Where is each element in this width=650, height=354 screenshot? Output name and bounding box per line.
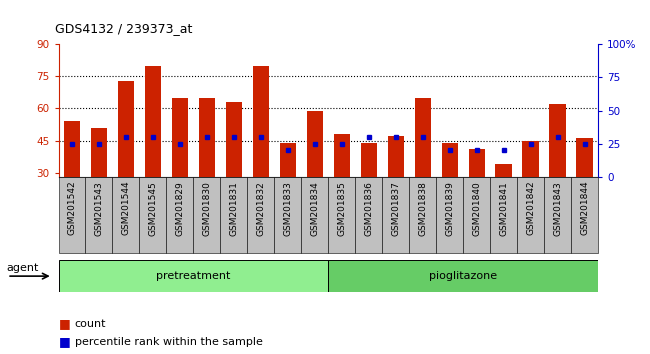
Text: ■: ■: [58, 335, 70, 348]
Bar: [549, 104, 566, 177]
Text: GSM201829: GSM201829: [176, 181, 185, 235]
Text: GSM201545: GSM201545: [148, 181, 157, 235]
Text: GDS4132 / 239373_at: GDS4132 / 239373_at: [55, 22, 192, 35]
FancyBboxPatch shape: [544, 177, 571, 253]
FancyBboxPatch shape: [112, 177, 140, 253]
FancyBboxPatch shape: [382, 177, 410, 253]
Bar: [361, 143, 377, 177]
Text: GSM201832: GSM201832: [256, 181, 265, 235]
Text: GSM201844: GSM201844: [580, 181, 589, 235]
Text: GSM201841: GSM201841: [499, 181, 508, 235]
Bar: [523, 141, 539, 177]
FancyBboxPatch shape: [328, 260, 598, 292]
Bar: [64, 121, 80, 177]
Text: GSM201836: GSM201836: [364, 181, 373, 236]
Text: GSM201831: GSM201831: [229, 181, 239, 236]
Text: GSM201833: GSM201833: [283, 181, 292, 236]
Bar: [415, 98, 431, 177]
Bar: [307, 110, 323, 177]
FancyBboxPatch shape: [166, 177, 194, 253]
Bar: [118, 81, 134, 177]
Bar: [333, 134, 350, 177]
Text: agent: agent: [6, 263, 39, 273]
FancyBboxPatch shape: [194, 177, 220, 253]
FancyBboxPatch shape: [247, 177, 274, 253]
Text: ■: ■: [58, 318, 70, 330]
Text: GSM201543: GSM201543: [94, 181, 103, 235]
Text: pioglitazone: pioglitazone: [429, 271, 497, 281]
FancyBboxPatch shape: [490, 177, 517, 253]
Text: GSM201837: GSM201837: [391, 181, 400, 236]
Bar: [226, 102, 242, 177]
Bar: [495, 164, 512, 177]
FancyBboxPatch shape: [355, 177, 382, 253]
Text: GSM201838: GSM201838: [418, 181, 427, 236]
Bar: [577, 138, 593, 177]
Text: GSM201840: GSM201840: [472, 181, 481, 235]
Bar: [199, 98, 215, 177]
Text: GSM201834: GSM201834: [310, 181, 319, 235]
Bar: [253, 65, 269, 177]
FancyBboxPatch shape: [410, 177, 436, 253]
Text: GSM201830: GSM201830: [202, 181, 211, 236]
Text: GSM201835: GSM201835: [337, 181, 346, 236]
Bar: [280, 143, 296, 177]
Text: count: count: [75, 319, 106, 329]
Text: GSM201839: GSM201839: [445, 181, 454, 236]
Text: GSM201542: GSM201542: [68, 181, 77, 235]
Text: GSM201544: GSM201544: [122, 181, 131, 235]
FancyBboxPatch shape: [274, 177, 302, 253]
Bar: [441, 143, 458, 177]
Text: percentile rank within the sample: percentile rank within the sample: [75, 337, 263, 347]
FancyBboxPatch shape: [302, 177, 328, 253]
Bar: [91, 128, 107, 177]
Bar: [172, 98, 188, 177]
Bar: [469, 149, 485, 177]
Text: GSM201843: GSM201843: [553, 181, 562, 235]
FancyBboxPatch shape: [140, 177, 166, 253]
FancyBboxPatch shape: [58, 177, 85, 253]
FancyBboxPatch shape: [85, 177, 112, 253]
FancyBboxPatch shape: [328, 177, 355, 253]
FancyBboxPatch shape: [463, 177, 490, 253]
Text: GSM201842: GSM201842: [526, 181, 535, 235]
Text: pretreatment: pretreatment: [156, 271, 231, 281]
FancyBboxPatch shape: [58, 260, 328, 292]
Bar: [145, 65, 161, 177]
Bar: [387, 136, 404, 177]
FancyBboxPatch shape: [571, 177, 598, 253]
FancyBboxPatch shape: [220, 177, 247, 253]
FancyBboxPatch shape: [436, 177, 463, 253]
FancyBboxPatch shape: [517, 177, 544, 253]
